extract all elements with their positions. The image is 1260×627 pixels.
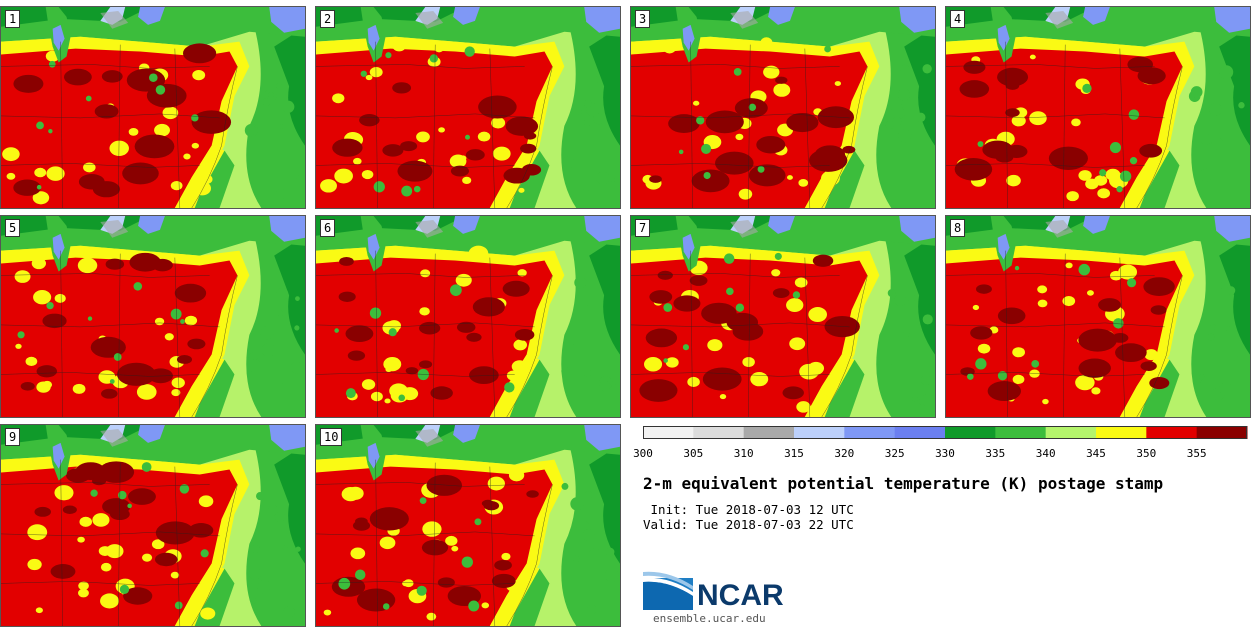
colorbar-swatch xyxy=(1146,426,1198,439)
colorbar-tick-label: 310 xyxy=(733,447,754,460)
panel-number: 8 xyxy=(950,219,966,237)
postage-stamp-panel: 1 xyxy=(0,6,306,209)
colorbar-tick-label: 315 xyxy=(784,447,804,460)
panel-number: 10 xyxy=(320,428,343,446)
colorbar-swatch xyxy=(794,426,845,439)
postage-stamp-panel: 3 xyxy=(630,6,936,209)
init-time: Init: Tue 2018-07-03 12 UTC xyxy=(643,502,854,517)
colorbar-tick-label: 350 xyxy=(1136,447,1157,460)
panel-number: 6 xyxy=(320,219,336,237)
colorbar-tick-label: 330 xyxy=(935,447,955,460)
postage-stamp-panel: 6 xyxy=(315,215,621,418)
colorbar-tick-label: 340 xyxy=(1035,447,1056,460)
colorbar xyxy=(643,426,1248,439)
logo-url: ensemble.ucar.edu xyxy=(653,612,766,625)
postage-stamp-panel: 2 xyxy=(315,6,621,209)
colorbar-swatch xyxy=(1045,426,1097,439)
panel-number: 4 xyxy=(950,10,966,28)
colorbar-swatch xyxy=(1196,426,1248,439)
colorbar-swatch xyxy=(643,426,694,439)
postage-stamp-panel: 4 xyxy=(945,6,1251,209)
colorbar-swatch xyxy=(894,426,946,439)
colorbar-swatch xyxy=(743,426,795,439)
ncar-logo-icon xyxy=(643,571,693,610)
colorbar-tick-label: 345 xyxy=(1086,447,1106,460)
colorbar-tick-label: 305 xyxy=(683,447,704,460)
colorbar-swatch xyxy=(693,426,745,439)
colorbar-tick-label: 300 xyxy=(633,447,653,460)
colorbar-swatch xyxy=(945,426,996,439)
postage-stamp-panel: 8 xyxy=(945,215,1251,418)
panel-number: 9 xyxy=(5,428,21,446)
postage-stamp-panel: 9 xyxy=(0,424,306,627)
postage-stamp-panel: 7 xyxy=(630,215,936,418)
colorbar-tick-label: 335 xyxy=(985,447,1006,460)
panel-number: 3 xyxy=(635,10,651,28)
colorbar-swatch xyxy=(995,426,1047,439)
colorbar-swatch xyxy=(844,426,896,439)
panel-number: 2 xyxy=(320,10,336,28)
colorbar-tick-label: 325 xyxy=(884,447,905,460)
figure-title: 2-m equivalent potential temperature (K)… xyxy=(643,474,1164,493)
valid-time: Valid: Tue 2018-07-03 22 UTC xyxy=(643,517,854,532)
panel-number: 7 xyxy=(635,219,651,237)
colorbar-tick-label: 355 xyxy=(1186,447,1207,460)
ncar-logo-text: NCAR xyxy=(697,579,784,612)
panel-number: 5 xyxy=(5,219,21,237)
colorbar-swatch xyxy=(1096,426,1147,439)
panel-number: 1 xyxy=(5,10,21,28)
postage-stamp-panel: 10 xyxy=(315,424,621,627)
postage-stamp-panel: 5 xyxy=(0,215,306,418)
colorbar-tick-label: 320 xyxy=(834,447,855,460)
